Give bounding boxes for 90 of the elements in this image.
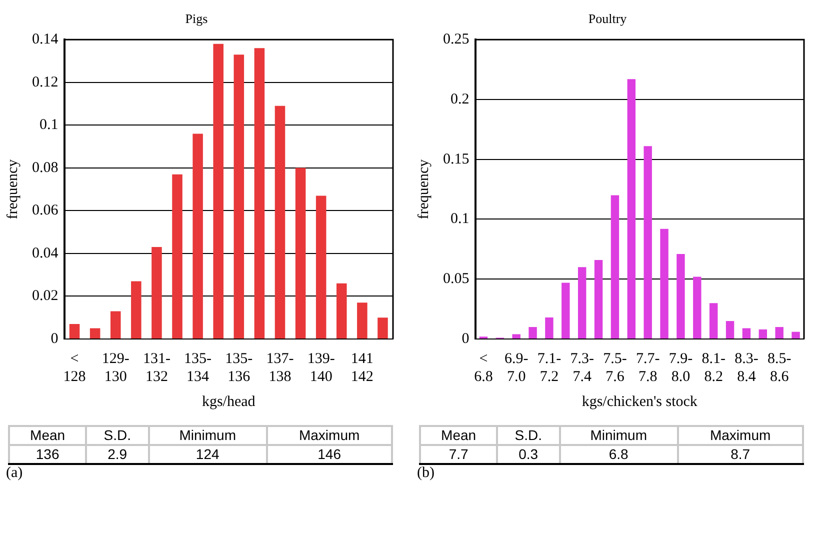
y-tick-label: 0.06 (32, 202, 59, 219)
bar (627, 79, 636, 338)
text: Mean (9, 426, 86, 445)
y-tick-label: 0.04 (32, 245, 59, 262)
x-tick-label: 129-130 (102, 350, 130, 385)
text: 124 (148, 445, 267, 464)
x-tick-label: < 6.8 (474, 350, 493, 385)
x-tick-label: 135-134 (184, 350, 212, 385)
y-axis-title: frequency (416, 158, 432, 220)
text: S.D. (497, 426, 560, 445)
x-tick-label: 135-136 (225, 350, 253, 385)
bar (610, 195, 620, 338)
text: 8.7 (678, 445, 803, 464)
chart-title: Poultry (588, 11, 628, 26)
bar (69, 324, 80, 338)
x-tick-label: 139-140 (307, 350, 335, 385)
text: Mean (420, 426, 498, 445)
bar (234, 54, 244, 338)
y-tick-label: 0 (50, 330, 58, 347)
text: 146 (266, 445, 392, 464)
bar (742, 328, 751, 338)
bar (528, 327, 537, 338)
x-tick-label: 6.9-7.0 (504, 350, 528, 385)
bar (295, 168, 306, 338)
x-tick-label: 131-132 (142, 350, 170, 385)
bar (110, 311, 121, 338)
bar (660, 228, 668, 338)
y-tick-label: 0.1 (40, 117, 58, 134)
bar (644, 146, 652, 338)
bar (726, 321, 734, 338)
x-tick-label: 8.5-8.6 (767, 350, 792, 385)
bar (545, 317, 554, 338)
x-axis-title: kgs/head (202, 394, 256, 410)
x-tick-label: 7.7-7.8 (636, 350, 660, 385)
y-tick-label: 0.14 (32, 32, 59, 48)
bar (378, 318, 388, 338)
text: 136 (9, 445, 86, 464)
text: 2.9 (86, 445, 149, 464)
y-axis-title: frequency (4, 158, 21, 220)
x-tick-label: 141 142 (350, 350, 374, 385)
bar (792, 332, 800, 338)
bar (676, 254, 685, 338)
x-tick-label: 7.3-7.4 (570, 350, 594, 385)
bar (192, 134, 203, 338)
text: Maximum (266, 426, 392, 445)
x-tick-label: 8.3-8.4 (734, 350, 758, 385)
bar (512, 334, 520, 338)
y-tick-label: 0.08 (32, 160, 58, 176)
bar (758, 329, 768, 338)
bar (578, 267, 586, 338)
y-tick-label: 0.05 (443, 271, 470, 288)
bar (213, 44, 224, 338)
text: Minimum (560, 426, 678, 445)
text: S.D. (86, 426, 149, 445)
y-tick-label: 0.2 (450, 91, 470, 108)
y-tick-label: 0.25 (443, 32, 470, 48)
chart-title: Pigs (185, 11, 208, 26)
bar (709, 303, 718, 338)
bar (316, 196, 326, 338)
bar (274, 106, 286, 338)
x-tick-label: 137-138 (266, 350, 294, 385)
y-tick-label: 0 (462, 330, 470, 347)
text: 0.3 (497, 445, 560, 464)
bar (693, 276, 702, 338)
bar (152, 247, 162, 338)
bar (594, 260, 603, 338)
y-tick-label: 0.15 (443, 151, 470, 168)
y-tick-label: 0.12 (32, 74, 58, 90)
y-tick-label: 0.1 (450, 211, 470, 228)
x-tick-label: 7.1-7.2 (537, 350, 562, 385)
bar (357, 302, 368, 338)
bar (90, 328, 100, 338)
text: Maximum (678, 426, 803, 445)
bar (131, 281, 142, 338)
bar (172, 174, 182, 338)
text: Minimum (148, 426, 267, 445)
x-axis-title: kgs/chicken's stock (582, 394, 698, 410)
x-tick-label: 7.9-8.0 (668, 350, 693, 385)
x-tick-label: 7.5-7.6 (603, 350, 627, 385)
bar (336, 283, 347, 338)
bar (562, 282, 570, 338)
x-tick-label: < 128 (63, 350, 86, 385)
bar (775, 327, 784, 338)
text: 7.7 (420, 445, 498, 464)
text: (b) (417, 465, 436, 482)
y-tick-label: 0.02 (32, 288, 58, 304)
x-tick-label: 8.1-8.2 (702, 350, 726, 385)
text: 6.8 (560, 445, 678, 464)
text: (a) (6, 465, 24, 482)
bar (254, 48, 265, 338)
